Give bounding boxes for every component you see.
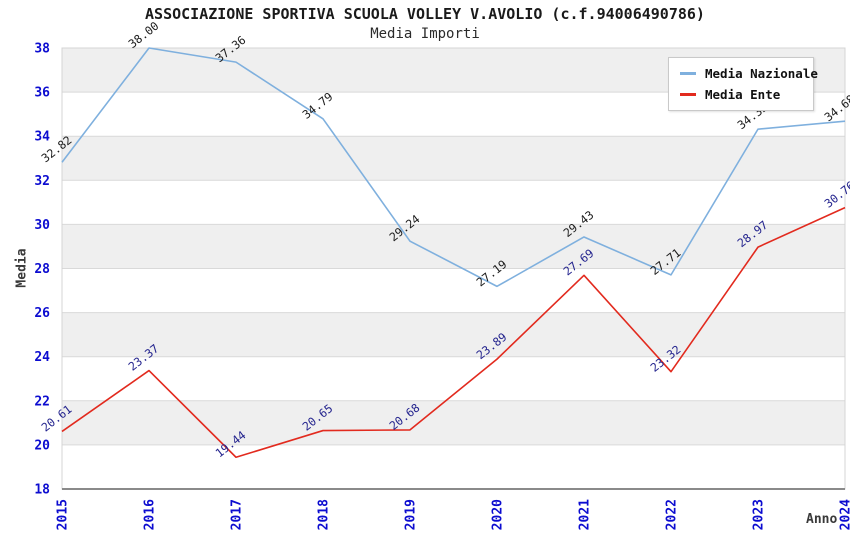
x-tick-label: 2017	[230, 499, 245, 530]
x-tick-label: 2015	[56, 499, 71, 530]
plot-band	[62, 400, 845, 445]
y-axis-title: Media	[14, 248, 30, 288]
plot-band	[62, 224, 845, 269]
y-tick-label: 34	[34, 130, 50, 145]
y-tick-label: 22	[34, 394, 50, 409]
series-line-media-ente	[61, 206, 846, 459]
y-tick-label: 30	[34, 218, 50, 233]
y-tick-label: 28	[34, 262, 50, 277]
plot-band	[62, 136, 845, 181]
x-tick-label: 2023	[752, 499, 767, 530]
legend-item-media-ente: Media Ente	[680, 87, 809, 102]
y-tick-label: 24	[34, 350, 50, 365]
y-tick-label: 26	[34, 306, 50, 321]
chart-title: ASSOCIAZIONE SPORTIVA SCUOLA VOLLEY V.AV…	[145, 5, 705, 23]
plot-band	[62, 312, 845, 357]
data-label-media-nazionale: 34.79	[300, 89, 336, 121]
y-tick-label: 38	[34, 42, 50, 57]
legend: Media Nazionale Media Ente	[668, 57, 818, 111]
data-label-media-nazionale: 38.00	[126, 19, 162, 51]
legend-line-swatch-nazionale	[680, 72, 696, 75]
x-tick-label: 2020	[491, 499, 506, 530]
data-label-media-ente: 30.76	[822, 178, 850, 210]
x-tick-label: 2022	[665, 499, 680, 530]
series-line-media-nazionale	[61, 47, 846, 288]
x-axis-title: Anno	[806, 512, 838, 527]
data-label-media-nazionale: 34.68	[822, 92, 850, 124]
x-tick-label: 2024	[839, 499, 850, 530]
legend-line-swatch-ente	[680, 93, 696, 96]
x-tick-label: 2019	[404, 499, 419, 530]
x-tick-label: 2021	[578, 499, 593, 530]
y-tick-label: 20	[34, 438, 50, 453]
x-tick-label: 2016	[143, 499, 158, 530]
x-tick-label: 2018	[317, 499, 332, 530]
legend-item-media-nazionale: Media Nazionale	[680, 66, 818, 81]
y-tick-label: 32	[34, 174, 50, 189]
chart-subtitle: Media Importi	[370, 26, 480, 42]
legend-label: Media Ente	[705, 87, 781, 102]
y-tick-label: 36	[34, 86, 50, 101]
legend-label: Media Nazionale	[705, 66, 818, 81]
y-tick-label: 18	[34, 483, 50, 498]
